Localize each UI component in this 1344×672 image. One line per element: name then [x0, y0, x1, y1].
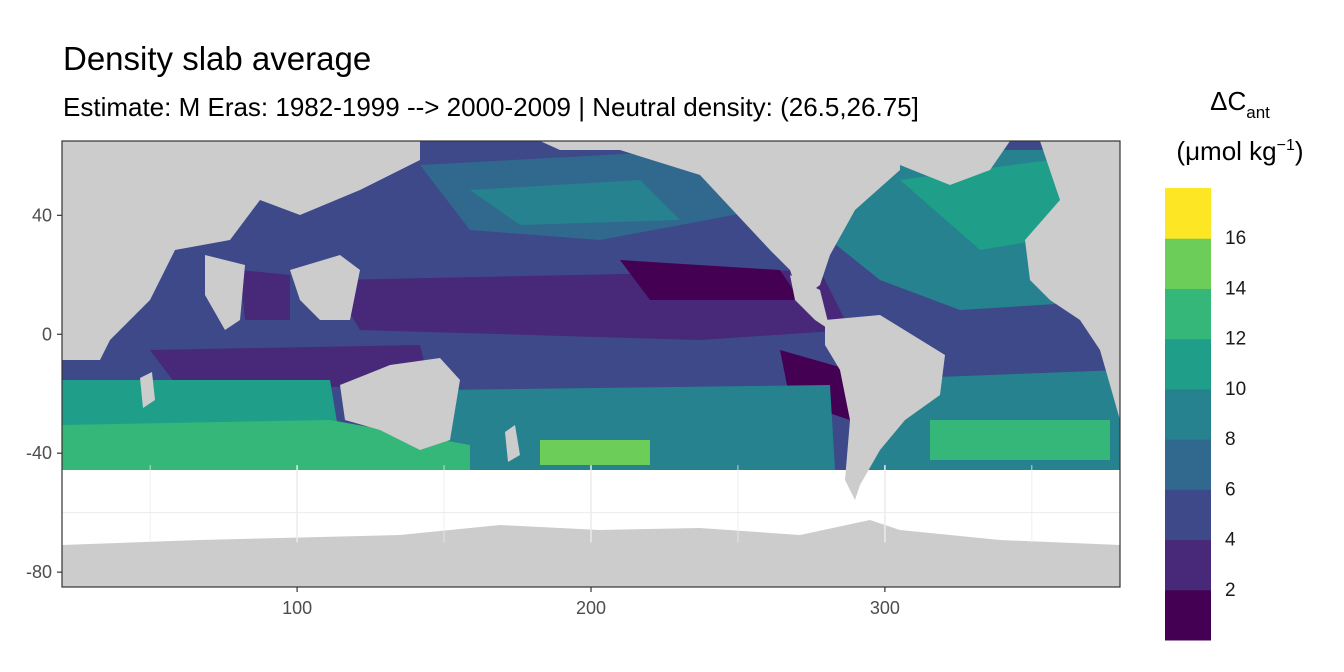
- chart-title: Density slab average: [63, 40, 372, 77]
- grid-overlay: [62, 465, 1120, 543]
- legend-label: 4: [1225, 530, 1236, 551]
- legend-units-superscript: −1: [1276, 137, 1295, 154]
- land-india: [205, 255, 245, 330]
- land-se-asia: [290, 255, 360, 320]
- legend-swatch: [1165, 188, 1211, 239]
- land-north-america: [540, 141, 900, 300]
- y-tick-label: 40: [32, 205, 52, 225]
- land-antarctica: [62, 520, 1120, 587]
- x-tick-label: 300: [870, 598, 900, 618]
- land-central-america: [790, 275, 830, 330]
- legend-swatch: [1165, 238, 1211, 289]
- legend-title-subscript: ant: [1246, 103, 1270, 122]
- land-eurasia-africa: [62, 141, 420, 360]
- ocean-field: [62, 141, 1120, 587]
- legend-label: 10: [1225, 379, 1246, 400]
- legend-units-post: ): [1294, 136, 1304, 166]
- bay-of-bengal: [240, 270, 290, 320]
- land-greenland: [880, 141, 1010, 185]
- legend-label: 16: [1225, 228, 1246, 249]
- legend-swatch: [1165, 288, 1211, 340]
- north-pacific-high: [470, 180, 680, 225]
- legend-title-main: ΔC: [1210, 86, 1247, 116]
- legend-label: 2: [1225, 580, 1236, 601]
- land-masses: [62, 141, 1120, 587]
- legend-swatch: [1165, 489, 1211, 541]
- legend-swatch: [1165, 589, 1211, 641]
- axes: 40 0 -40 -80 100 200 300: [26, 205, 900, 618]
- x-tick-label: 100: [282, 598, 312, 618]
- legend-swatch: [1165, 539, 1211, 591]
- legend-label: 14: [1225, 278, 1247, 299]
- chart-subtitle: Estimate: M Eras: 1982-1999 --> 2000-200…: [63, 92, 919, 122]
- east-pacific-minimum: [620, 260, 800, 300]
- y-tick-label: -80: [26, 562, 52, 582]
- south-pacific-field: [440, 385, 835, 470]
- legend-units: (μmol kg−1): [1160, 136, 1320, 167]
- legend-swatch: [1165, 439, 1211, 490]
- legend-title: ΔCant: [1160, 86, 1320, 122]
- legend-swatch: [1165, 338, 1211, 390]
- land-europe-africa-east: [1025, 141, 1120, 420]
- y-tick-label: 0: [42, 324, 52, 344]
- land-madagascar: [140, 372, 155, 408]
- legend-units-pre: (μmol kg: [1176, 136, 1277, 166]
- subantarctic-band-atlantic: [930, 420, 1110, 460]
- legend-label: 8: [1225, 429, 1236, 450]
- subantarctic-band-indian: [62, 420, 470, 470]
- legend-swatch: [1165, 388, 1211, 440]
- land-south-america: [825, 315, 945, 500]
- legend-label: 6: [1225, 479, 1236, 500]
- legend-label: 12: [1225, 329, 1246, 350]
- subantarctic-high-pacific: [540, 440, 650, 465]
- land-new-zealand: [505, 425, 520, 462]
- legend-colorbar: 2 4 6 8 10 12 14 16: [1165, 188, 1247, 641]
- land-australia: [340, 358, 460, 450]
- y-tick-label: -40: [26, 443, 52, 463]
- x-tick-label: 200: [576, 598, 606, 618]
